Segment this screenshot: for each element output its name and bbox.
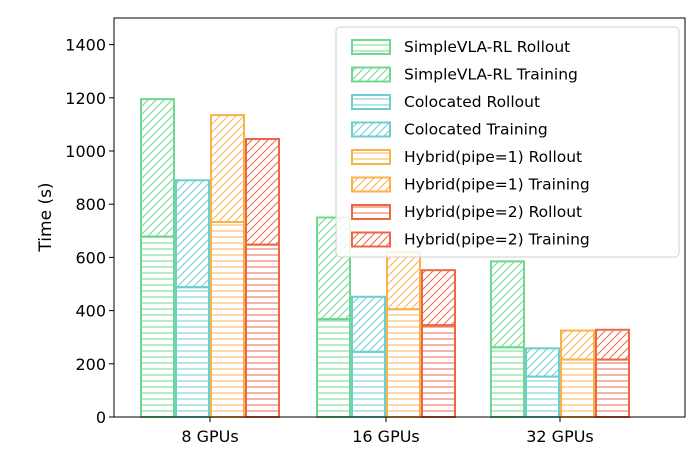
bar-hybrid-pipe-2-rollout-32-gpus: [595, 358, 630, 419]
x-tick-label: 8 GPUs: [181, 427, 238, 446]
legend-label-simplevla-rl-training: SimpleVLA-RL Training: [404, 66, 578, 84]
legend-swatch-simplevla-rl-rollout: [351, 39, 391, 55]
y-tick-label: 600: [75, 248, 106, 267]
bar-colocated-training-32-gpus: [525, 347, 560, 378]
y-tick-label: 1200: [65, 89, 106, 108]
legend-label-simplevla-rl-rollout: SimpleVLA-RL Rollout: [404, 38, 570, 56]
legend-swatch-colocated-rollout: [351, 94, 391, 110]
legend-swatch-hybrid-pipe-2-rollout: [351, 204, 391, 220]
bar-hybrid-pipe-1-training-32-gpus: [560, 329, 595, 361]
legend-swatch-hybrid-pipe-1-rollout: [351, 149, 391, 165]
plot-frame: [113, 17, 686, 418]
bar-simplevla-rl-training-8-gpus: [140, 98, 175, 238]
y-tick-label: 200: [75, 355, 106, 374]
y-tick-label: 0: [96, 408, 106, 427]
legend-label-hybrid-pipe-1-rollout: Hybrid(pipe=1) Rollout: [404, 148, 582, 166]
y-tick-label: 400: [75, 302, 106, 321]
bar-colocated-training-16-gpus: [351, 295, 386, 353]
legend-swatch-hybrid-pipe-1-training: [351, 176, 391, 193]
bar-simplevla-rl-rollout-8-gpus: [140, 235, 175, 418]
x-tick-label: 32 GPUs: [526, 427, 594, 446]
legend-label-hybrid-pipe-2-training: Hybrid(pipe=2) Training: [404, 231, 590, 249]
bar-colocated-training-8-gpus: [175, 179, 210, 289]
bar-hybrid-pipe-2-training-32-gpus: [595, 328, 630, 361]
legend-swatch-simplevla-rl-training: [351, 66, 391, 83]
legend-label-hybrid-pipe-2-rollout: Hybrid(pipe=2) Rollout: [404, 203, 582, 221]
bar-colocated-rollout-32-gpus: [525, 375, 560, 418]
y-tick-label: 800: [75, 195, 106, 214]
y-axis: 0 200 400 600 800 1000 1200 1400: [65, 36, 114, 427]
legend: SimpleVLA-RL Rollout SimpleVLA-RL Trainin…: [335, 26, 680, 258]
legend-swatch-hybrid-pipe-2-training: [351, 231, 391, 248]
legend-box: [335, 26, 680, 258]
x-axis: 8 GPUs 16 GPUs 32 GPUs: [181, 417, 594, 446]
bar-hybrid-pipe-2-training-16-gpus: [421, 269, 456, 327]
bar-hybrid-pipe-2-training-8-gpus: [245, 138, 280, 246]
legend-label-colocated-rollout: Colocated Rollout: [404, 93, 540, 111]
y-tick-label: 1000: [65, 142, 106, 161]
bar-simplevla-rl-rollout-16-gpus: [316, 318, 351, 418]
bar-colocated-rollout-16-gpus: [351, 350, 386, 418]
bar-hybrid-pipe-1-training-16-gpus: [386, 251, 421, 311]
bar-colocated-rollout-8-gpus: [175, 286, 210, 418]
y-tick-label: 1400: [65, 36, 106, 55]
bar-hybrid-pipe-2-rollout-16-gpus: [421, 324, 456, 419]
x-tick-label: 16 GPUs: [352, 427, 420, 446]
bar-hybrid-pipe-1-rollout-32-gpus: [560, 358, 595, 419]
bars-layer: [140, 98, 630, 419]
bar-hybrid-pipe-1-rollout-8-gpus: [210, 221, 245, 418]
legend-swatch-colocated-training: [351, 121, 391, 138]
legend-label-hybrid-pipe-1-training: Hybrid(pipe=1) Training: [404, 176, 590, 194]
bar-hybrid-pipe-1-rollout-16-gpus: [386, 308, 421, 418]
legend-label-colocated-training: Colocated Training: [404, 121, 548, 139]
bar-hybrid-pipe-1-training-8-gpus: [210, 114, 245, 224]
bar-simplevla-rl-rollout-32-gpus: [490, 346, 525, 419]
bar-hybrid-pipe-2-rollout-8-gpus: [245, 243, 280, 418]
bar-simplevla-rl-training-32-gpus: [490, 260, 525, 349]
y-axis-label: Time (s): [36, 182, 56, 252]
